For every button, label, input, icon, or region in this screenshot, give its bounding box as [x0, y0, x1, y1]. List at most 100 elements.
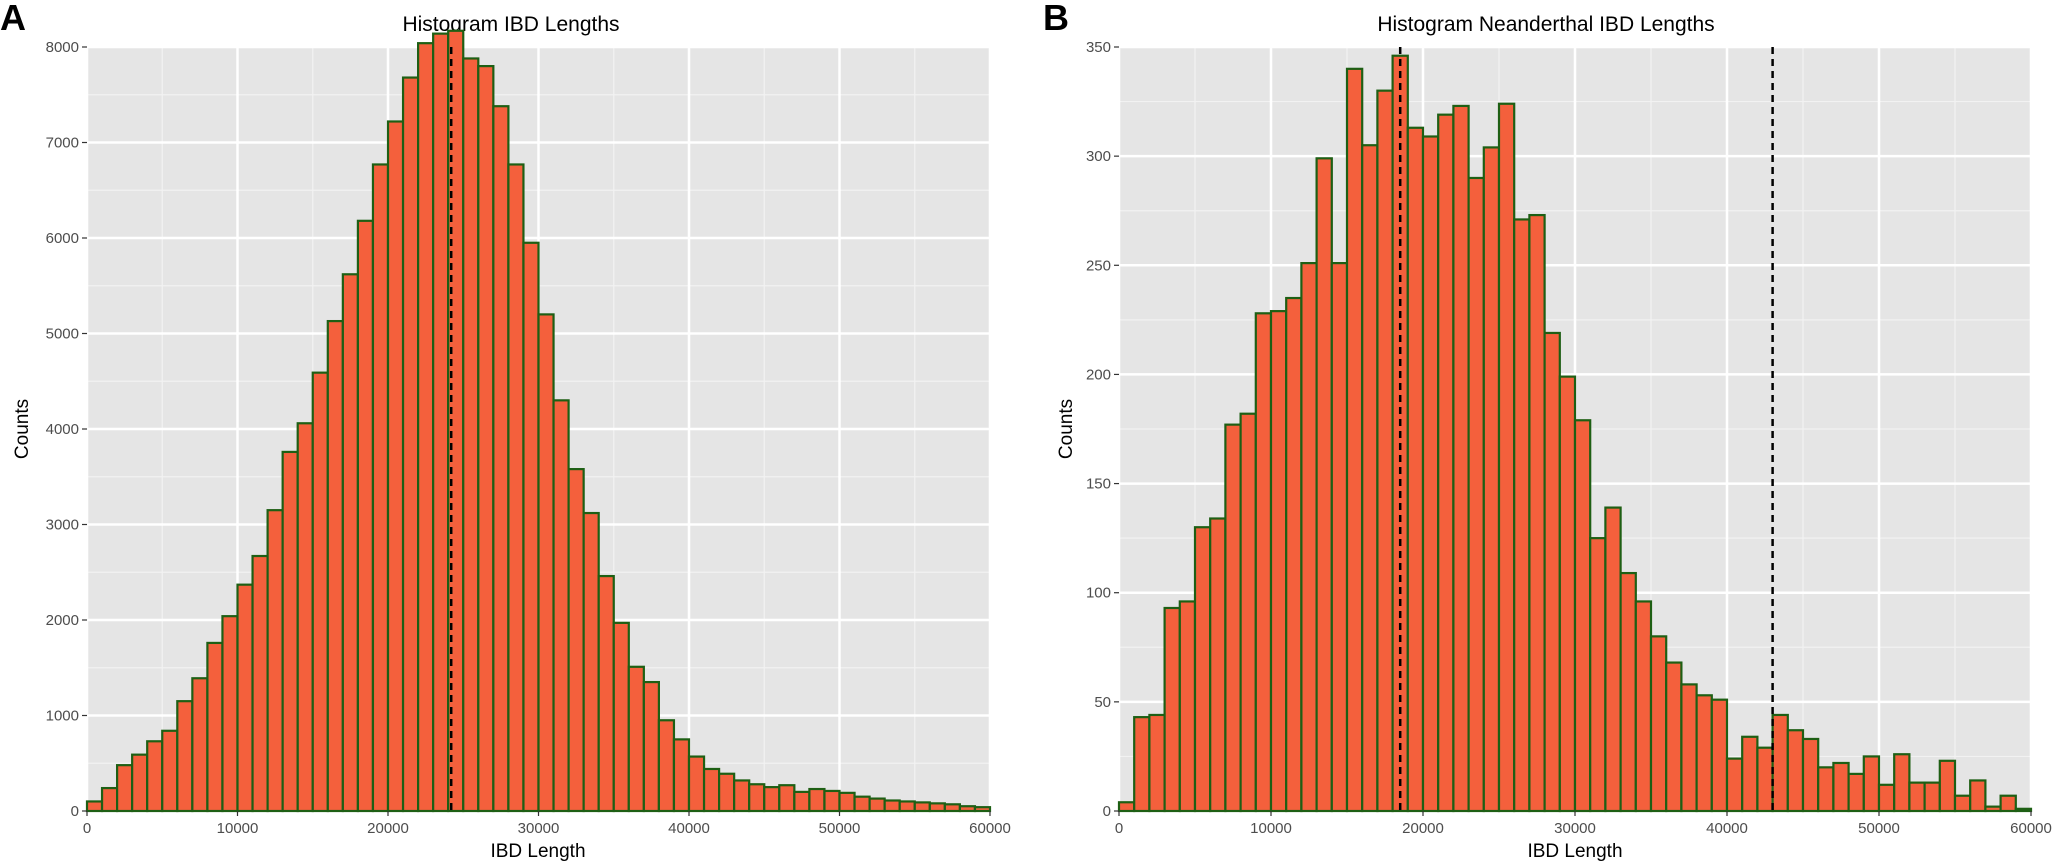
histogram-bar [1801, 737, 1820, 813]
histogram-bar [1178, 600, 1197, 813]
histogram-bar [311, 371, 329, 813]
histogram-bar [206, 641, 224, 813]
histogram-bar [1330, 262, 1349, 813]
x-tick-label: 0 [83, 820, 91, 837]
histogram-bar [1665, 661, 1683, 813]
x-tick-label: 50000 [819, 820, 861, 837]
histogram-bar [748, 783, 766, 813]
x-tick-label: 60000 [969, 820, 1011, 837]
histogram-bar [1649, 635, 1668, 813]
histogram-bar [1467, 176, 1485, 813]
histogram-bar [1543, 331, 1561, 813]
histogram-bar [883, 799, 901, 813]
histogram-bar [296, 422, 314, 813]
histogram-bar [717, 772, 736, 813]
histogram-bar [477, 64, 495, 813]
histogram-bar [221, 615, 239, 813]
histogram-bar [733, 779, 751, 813]
y-tick-label: 0 [1103, 803, 1111, 820]
histogram-bar [1406, 126, 1425, 813]
x-tick-label: 20000 [1402, 820, 1444, 837]
histogram-bar [1589, 537, 1607, 813]
histogram-bar [1893, 753, 1911, 813]
y-tick-label: 300 [1086, 148, 1111, 165]
x-tick-labels-a: 0 10000 20000 30000 40000 50000 60000 [83, 811, 1011, 837]
y-tick-label: 250 [1086, 257, 1111, 274]
histogram-bar [958, 805, 977, 813]
histogram-bar [1376, 89, 1394, 813]
histogram-bar [1452, 104, 1470, 813]
y-tick-label: 4000 [46, 421, 79, 438]
histogram-bar [522, 241, 540, 813]
histogram-bar [808, 787, 826, 813]
bars-b [1117, 54, 2033, 813]
histogram-bar [266, 509, 284, 813]
histogram-bar [341, 273, 360, 813]
histogram-bar [386, 120, 405, 813]
histogram-bar [702, 767, 721, 813]
histogram-bar [1953, 794, 1972, 813]
y-tick-labels-a: 0 1000 2000 3000 4000 5000 6000 7000 8000 [46, 39, 87, 820]
x-tick-label: 10000 [217, 820, 259, 837]
y-tick-label: 6000 [46, 230, 79, 247]
x-axis-label-b: IBD Length [1527, 841, 1622, 862]
x-tick-label: 50000 [1858, 820, 1900, 837]
histogram-bar [1117, 801, 1136, 813]
histogram-bar [1437, 113, 1455, 813]
histogram-bar [236, 583, 254, 813]
y-tick-label: 0 [71, 803, 79, 820]
histogram-bar [1315, 157, 1333, 813]
histogram-bar [432, 32, 450, 813]
histogram-bar [1421, 135, 1440, 813]
histogram-bar [356, 219, 375, 813]
histogram-bar [838, 791, 856, 813]
histogram-bar [191, 677, 209, 813]
histogram-bar [1604, 506, 1622, 813]
x-tick-label: 0 [1115, 820, 1123, 837]
histogram-bar [567, 468, 585, 813]
histogram-bar [537, 313, 555, 813]
histogram-bar [176, 700, 194, 813]
x-tick-label: 40000 [1706, 820, 1748, 837]
y-tick-label: 5000 [46, 326, 79, 343]
panel-letter-b: B [1043, 0, 1069, 38]
histogram-bar [492, 105, 510, 813]
panel-a: A Histogram IBD Lengths 0 10000 20000 30000… [0, 0, 1011, 862]
histogram-bar [687, 755, 706, 813]
histogram-bar [401, 76, 420, 813]
histogram-bar [1847, 772, 1865, 813]
histogram-bar [146, 740, 164, 813]
histogram-bar [1254, 312, 1273, 813]
reference-lines-b [1398, 47, 1774, 811]
histogram-bar [371, 163, 390, 813]
histogram-bar [657, 719, 676, 813]
y-tick-label: 1000 [46, 708, 79, 725]
histogram-bar [973, 806, 992, 813]
histogram-bar [793, 790, 811, 813]
x-tick-labels-b: 0 10000 20000 30000 40000 50000 60000 [1115, 811, 2052, 837]
y-tick-label: 350 [1086, 39, 1111, 56]
histogram-bar [868, 797, 886, 813]
histogram-bar [612, 621, 630, 813]
histogram-bar [326, 319, 344, 813]
histogram-bar [672, 738, 691, 813]
y-tick-label: 150 [1086, 476, 1111, 493]
histogram-bar [928, 802, 946, 813]
histogram-bar [1133, 716, 1151, 813]
histogram-bar [85, 800, 104, 813]
y-tick-label: 50 [1094, 694, 1111, 711]
histogram-bar [1832, 761, 1850, 813]
histogram-bar [913, 801, 931, 813]
histogram-bar [552, 399, 570, 813]
histogram-bar [251, 554, 269, 813]
histogram-bar [1573, 419, 1592, 813]
panel-b: B Histogram Neanderthal IBD Lengths 0 100… [1043, 0, 2052, 862]
x-tick-label: 30000 [518, 820, 560, 837]
x-tick-label: 20000 [367, 820, 409, 837]
histogram-bar [1938, 759, 1957, 813]
histogram-bar [1908, 781, 1926, 813]
x-tick-label: 30000 [1554, 820, 1596, 837]
histogram-bar [1285, 296, 1303, 813]
histogram-bar [131, 753, 149, 813]
histogram-bar [898, 800, 916, 813]
